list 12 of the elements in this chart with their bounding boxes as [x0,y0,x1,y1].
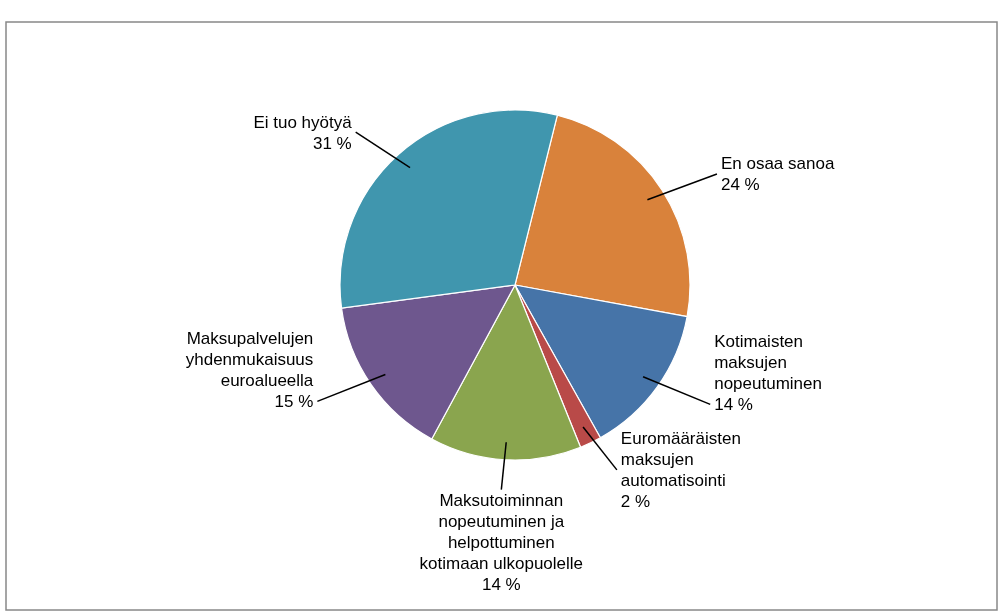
data-label: 14 % [481,574,521,594]
data-label: 31 % [312,133,352,153]
slice-label: Maksutoiminnan nopeutuminen ja helpottuminen kotimaan ulkopuolelle [419,490,584,573]
slice-label: Ei tuo hyötyä [253,112,353,132]
slice-label: Kotimaisten maksujen nopeutuminen [714,332,822,394]
data-label: 14 % [714,395,753,415]
slice-label: Maksupalvelujen yhdenmukaisuus euroalueella [185,329,314,391]
data-label: 24 % [720,175,760,195]
slice-label: Euromääräisten maksujen automatisointi [620,429,741,491]
slice-label: En osaa sanoa [720,154,835,174]
data-label: 2 % [620,492,651,512]
data-label: 15 % [274,392,314,412]
